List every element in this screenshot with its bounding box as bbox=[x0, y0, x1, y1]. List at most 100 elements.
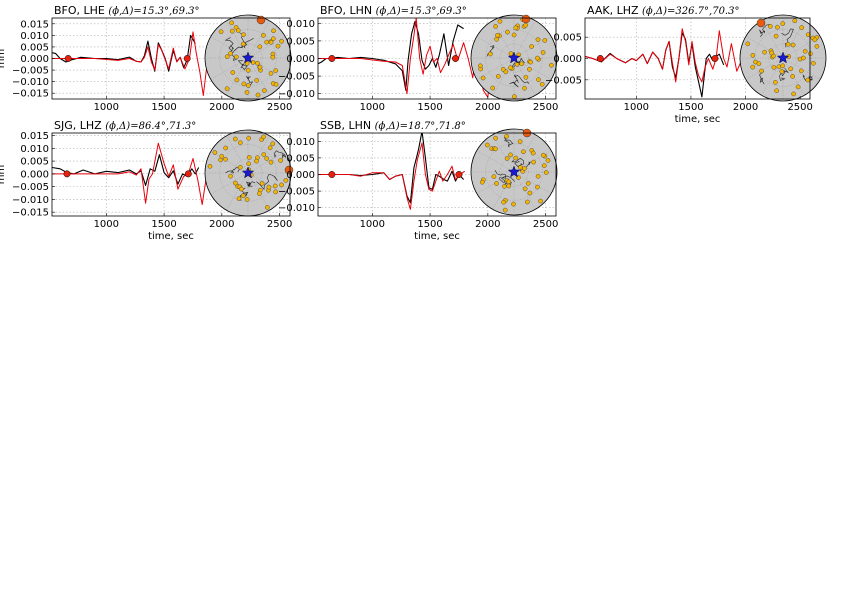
x-tick-label: 1000 bbox=[360, 102, 385, 113]
highlighted-station-dot bbox=[756, 18, 766, 28]
station-dot bbox=[541, 152, 546, 158]
station-dot bbox=[508, 152, 513, 158]
station-dot bbox=[799, 25, 805, 30]
station-dot bbox=[750, 64, 756, 70]
x-tick-label: 1000 bbox=[94, 219, 119, 230]
graticule-circle bbox=[233, 158, 263, 188]
station-dot bbox=[261, 88, 267, 93]
station-dot bbox=[479, 179, 485, 185]
station-dot bbox=[508, 51, 514, 56]
station-dot bbox=[508, 65, 513, 70]
station-dot bbox=[805, 77, 811, 83]
y-tick-label: −0.005 bbox=[278, 187, 315, 198]
graticule-circle bbox=[233, 43, 263, 73]
station-dot bbox=[268, 159, 274, 165]
phase-marker bbox=[63, 170, 71, 178]
panel-title-angles: (ϕ,Δ)=86.4°,71.3° bbox=[105, 121, 196, 132]
station-dot bbox=[257, 191, 262, 196]
station-dot bbox=[512, 94, 517, 99]
station-dot bbox=[237, 140, 243, 145]
x-tick-label: 2500 bbox=[267, 219, 292, 230]
station-dot bbox=[769, 50, 775, 56]
station-dot bbox=[255, 92, 261, 98]
station-dot bbox=[511, 32, 517, 38]
station-dot bbox=[273, 82, 279, 87]
station-dot bbox=[241, 81, 247, 87]
panel-aak-lhz: 1000 1500 2000 2500 −0.005 0.000 0.005 AAK, LHZ… bbox=[545, 4, 827, 125]
panel-title: BFO, LHN (ϕ,Δ)=15.3°,69.3° bbox=[320, 4, 467, 17]
station-dot bbox=[271, 28, 276, 34]
station-dot bbox=[261, 33, 266, 38]
station-dot bbox=[527, 190, 533, 196]
x-axis-label: time, sec bbox=[675, 114, 721, 125]
station-dot bbox=[207, 163, 213, 169]
station-dot bbox=[229, 20, 234, 26]
x-tick-label: 1500 bbox=[417, 102, 442, 113]
station-dot bbox=[233, 180, 238, 186]
highlighted-station-dot bbox=[521, 14, 531, 24]
y-tick-label: 0.005 bbox=[553, 33, 582, 44]
event-star-icon bbox=[241, 51, 255, 64]
station-dot bbox=[775, 24, 780, 30]
graticule-circle bbox=[499, 43, 529, 73]
station-dot bbox=[270, 54, 276, 60]
x-tick-label: 2000 bbox=[475, 219, 500, 230]
station-dot bbox=[223, 156, 228, 162]
station-dot bbox=[517, 139, 523, 144]
graticule-circle bbox=[768, 43, 798, 73]
station-map-globe bbox=[470, 14, 558, 102]
station-dot bbox=[768, 24, 773, 29]
graticule-circle bbox=[219, 144, 277, 202]
coastline bbox=[225, 150, 287, 202]
station-dot bbox=[267, 145, 273, 151]
station-dot bbox=[232, 136, 238, 142]
station-dot bbox=[241, 32, 246, 37]
station-dot bbox=[790, 42, 796, 48]
station-dot bbox=[513, 155, 519, 161]
station-dot bbox=[776, 64, 782, 69]
y-tick-label: 0.000 bbox=[286, 170, 315, 181]
y-tick-label: 0.010 bbox=[20, 144, 49, 155]
station-dot bbox=[523, 22, 529, 28]
graticule-circle bbox=[754, 29, 812, 87]
y-tick-label: 0.000 bbox=[20, 54, 49, 65]
panel-title-station: BFO, LHE bbox=[54, 4, 108, 17]
station-dot bbox=[780, 21, 786, 26]
event-star-icon bbox=[241, 166, 255, 179]
station-dot bbox=[224, 54, 230, 60]
graticule-circle bbox=[485, 143, 543, 201]
station-dot bbox=[240, 193, 246, 198]
station-dot bbox=[219, 153, 224, 159]
station-dot bbox=[811, 61, 816, 66]
station-dot bbox=[495, 33, 500, 38]
station-dot bbox=[539, 82, 545, 87]
y-tick-label: 0.005 bbox=[286, 36, 315, 47]
station-dot bbox=[535, 184, 540, 190]
y-tick-label: 0.005 bbox=[286, 153, 315, 164]
panel-title-station: SJG, LHZ bbox=[54, 119, 105, 132]
panel-title-station: SSB, LHN bbox=[320, 119, 375, 132]
station-dot bbox=[762, 49, 767, 55]
station-dot bbox=[502, 207, 508, 213]
station-dot bbox=[234, 54, 239, 60]
station-dot bbox=[511, 201, 516, 207]
station-dot bbox=[212, 150, 218, 155]
station-dot bbox=[228, 173, 233, 179]
axes-frame bbox=[51, 132, 291, 217]
panel-title: SSB, LHN (ϕ,Δ)=18.7°,71.8° bbox=[320, 119, 466, 132]
panel-title-angles: (ϕ,Δ)=326.7°,70.3° bbox=[642, 6, 739, 17]
coastline bbox=[224, 32, 254, 88]
y-tick-label: 0.015 bbox=[20, 131, 49, 142]
y-tick-label: 0.015 bbox=[20, 19, 49, 30]
y-tick-label: −0.010 bbox=[278, 203, 315, 214]
x-tick-label: 1000 bbox=[360, 219, 385, 230]
station-dot bbox=[790, 74, 795, 79]
station-dot bbox=[478, 63, 483, 69]
observed-trace-line bbox=[52, 154, 200, 186]
x-tick-label: 2000 bbox=[475, 102, 500, 113]
station-dot bbox=[255, 60, 260, 66]
station-dot bbox=[535, 173, 541, 179]
station-map-globe bbox=[470, 128, 558, 216]
